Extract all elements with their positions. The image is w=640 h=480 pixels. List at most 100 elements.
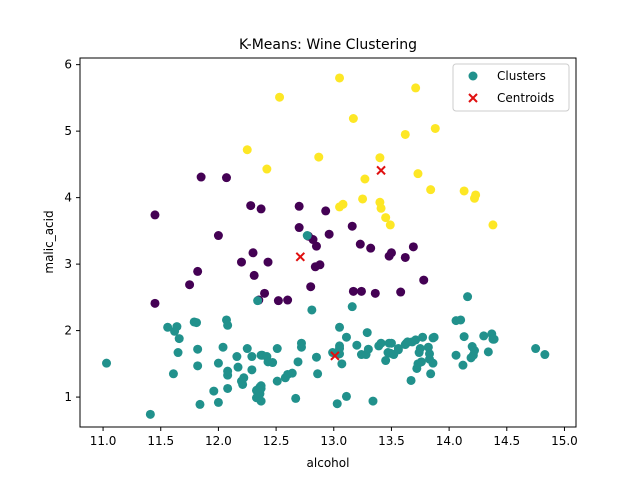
cluster-1-point: [272, 376, 282, 386]
cluster-1-point: [335, 341, 345, 351]
y-tick-label: 6: [64, 58, 72, 72]
cluster-1-point: [213, 397, 223, 407]
cluster-1-point: [368, 396, 378, 406]
y-tick-label: 3: [64, 257, 72, 271]
cluster-1-point: [102, 358, 112, 368]
cluster-1-point: [483, 347, 493, 357]
cluster-1-point: [489, 334, 499, 344]
legend-clusters-marker: [468, 71, 478, 81]
cluster-1-point: [418, 332, 428, 342]
cluster-1-point: [233, 362, 243, 372]
legend-centroids-label: Centroids: [497, 91, 554, 105]
x-tick-label: 12.0: [205, 434, 232, 448]
y-tick-label: 2: [64, 324, 72, 338]
cluster-0-point: [386, 248, 396, 258]
cluster-0-point: [246, 201, 256, 211]
x-axis-label: alcohol: [307, 456, 350, 470]
cluster-1-point: [247, 352, 257, 362]
cluster-1-point: [293, 357, 303, 367]
cluster-1-point: [459, 332, 469, 342]
cluster-1-point: [163, 322, 173, 332]
centroid-marker: [330, 351, 340, 361]
cluster-2-point: [348, 114, 358, 124]
cluster-1-point: [458, 360, 468, 370]
x-tick-label: 14.0: [436, 434, 463, 448]
cluster-0-point: [236, 257, 246, 267]
plot-area: [102, 73, 550, 419]
cluster-0-point: [213, 231, 223, 241]
cluster-0-point: [366, 243, 376, 253]
cluster-1-point: [313, 369, 323, 379]
cluster-1-point: [218, 342, 228, 352]
cluster-1-point: [173, 348, 183, 358]
cluster-1-point: [174, 334, 184, 344]
cluster-2-point: [314, 152, 324, 162]
cluster-0-point: [150, 298, 160, 308]
cluster-0-point: [196, 172, 206, 182]
cluster-1-point: [242, 344, 252, 354]
y-axis-label: malic_acid: [42, 210, 56, 273]
cluster-1-point: [381, 356, 391, 366]
cluster-2-point: [360, 174, 370, 184]
x-axis: 11.0 11.5 12.0 12.5 13.0 13.5 14.0 14.5 15.0: [90, 427, 578, 448]
cluster-1-point: [406, 375, 416, 385]
cluster-2-point: [413, 169, 423, 179]
cluster-0-point: [294, 223, 304, 233]
cluster-0-point: [185, 280, 195, 290]
cluster-1-point: [341, 391, 351, 401]
cluster-1-point: [247, 365, 257, 375]
axes-frame: [79, 57, 577, 428]
cluster-2-point: [358, 194, 368, 204]
x-tick-label: 15.0: [551, 434, 578, 448]
cluster-0-point: [249, 270, 259, 280]
cluster-2-point: [488, 220, 498, 230]
cluster-1-point: [193, 344, 203, 354]
cluster-1-point: [347, 302, 357, 312]
legend-centroids-marker: [468, 93, 478, 103]
x-tick-label: 11.5: [147, 434, 174, 448]
x-tick-label: 12.5: [263, 434, 290, 448]
cluster-0-point: [306, 282, 316, 292]
cluster-1-point: [335, 322, 345, 332]
cluster-1-point: [393, 344, 403, 354]
cluster-0-point: [260, 288, 270, 298]
cluster-2-point: [459, 186, 469, 196]
cluster-1-point: [415, 344, 425, 354]
cluster-1-point: [287, 368, 297, 378]
cluster-1-point: [145, 409, 155, 419]
y-axis: 1 2 3 4 5 6: [64, 58, 80, 404]
legend-box: [452, 63, 570, 112]
cluster-2-point: [385, 220, 395, 230]
cluster-1-point: [376, 338, 386, 348]
cluster-1-point: [362, 328, 372, 338]
cluster-2-point: [471, 190, 481, 200]
cluster-1-point: [341, 332, 351, 342]
cluster-0-point: [321, 206, 331, 216]
cluster-2-point: [376, 203, 386, 213]
cluster-1-point: [311, 352, 321, 362]
cluster-1-point: [416, 357, 426, 367]
cluster-2-point: [335, 73, 345, 83]
cluster-0-point: [294, 201, 304, 211]
cluster-2-point: [262, 164, 272, 174]
cluster-0-point: [256, 204, 266, 214]
cluster-1-point: [479, 331, 489, 341]
x-tick-label: 13.0: [320, 434, 347, 448]
cluster-1-point: [193, 361, 203, 371]
cluster-0-point: [221, 173, 231, 183]
cluster-0-point: [273, 296, 283, 306]
cluster-1-point: [332, 399, 342, 409]
cluster-2-point: [400, 129, 410, 139]
cluster-0-point: [311, 241, 321, 251]
cluster-0-point: [283, 295, 293, 305]
cluster-1-point: [429, 332, 439, 342]
cluster-1-point: [411, 335, 421, 345]
cluster-2-point: [375, 153, 385, 163]
x-tick-label: 13.5: [378, 434, 405, 448]
cluster-0-point: [356, 286, 366, 296]
cluster-1-point: [172, 322, 182, 332]
cluster-2-point: [338, 199, 348, 209]
cluster-0-point: [355, 239, 365, 249]
cluster-2-point: [275, 92, 285, 102]
cluster-1-point: [423, 342, 433, 352]
